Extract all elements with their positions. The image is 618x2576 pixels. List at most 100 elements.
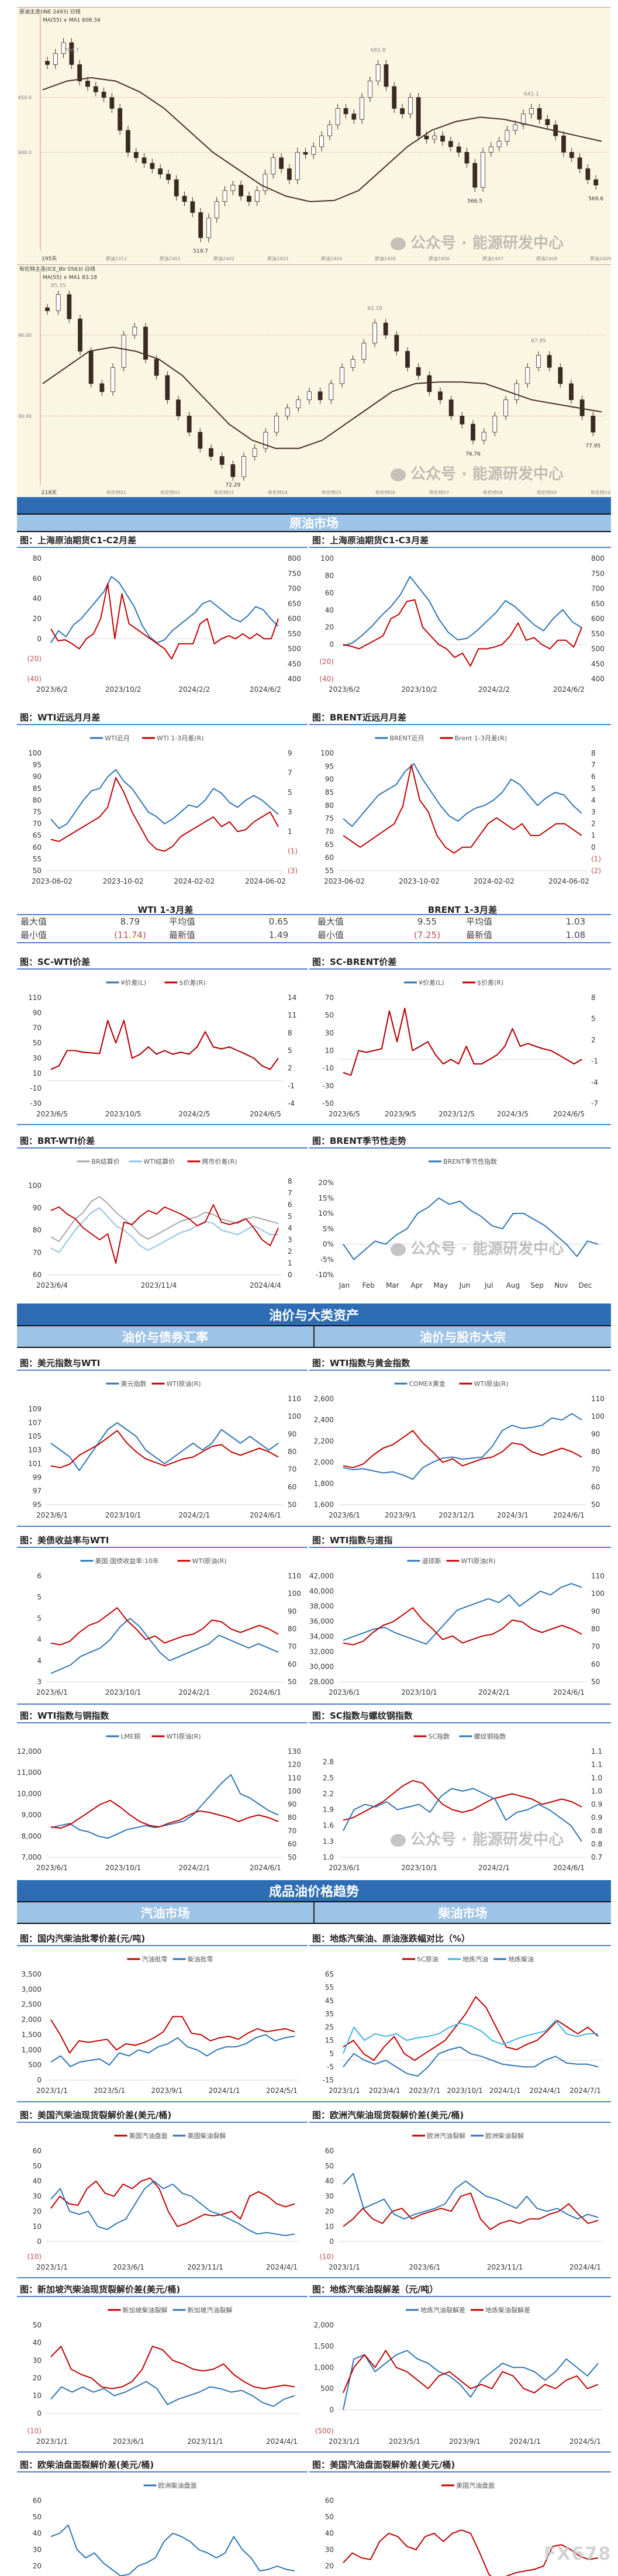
x-tick-label: 2024/2/2 (178, 685, 210, 694)
y-left-tick-label: 20 (325, 2562, 334, 2570)
y-right-tick-label: 8 (591, 749, 596, 757)
candle-up (319, 135, 324, 147)
contract-label: 原油2403 (267, 256, 288, 261)
chart-title: 图：美元指数与WTI (17, 1357, 308, 1371)
y-right-tick-label: 11 (288, 1011, 296, 1019)
x-tick-label: 2023/7/1 (409, 2087, 440, 2095)
chart-panel-us-crack: 图：美国汽柴油现货裂解价差(美元/桶) 60 50 40 30 20 10 0 (10) 2023… (17, 2109, 308, 2275)
y-left-tick-label: -30 (30, 1099, 42, 1108)
y-right-tick-label: 80 (288, 1448, 296, 1456)
y-left-tick-label: 11,000 (17, 1768, 42, 1777)
candle-down (165, 375, 170, 401)
y-left-tick-label: 65 (33, 832, 42, 840)
sc-candlestick-svg: 原油主连(INE 2493) 日线 MA(55) ∨ MA1 608.34 650.… (18, 8, 611, 262)
candle-down (561, 135, 566, 153)
y-left-tick-label: 60 (33, 1271, 42, 1279)
y-left-tick-label: 50 (33, 2321, 42, 2329)
y-left-tick-label: 70 (33, 820, 42, 828)
contract-label: 布伦特09 (537, 489, 557, 495)
y-left-tick-label: 50 (33, 2513, 42, 2521)
y-left-tick-label: 90 (33, 1203, 42, 1212)
x-tick-label: 2023/1/1 (329, 2437, 360, 2446)
x-tick-label: 2024/6/2 (553, 685, 585, 694)
contract-label: 原油2406 (429, 256, 450, 261)
contract-label: 布伦特08 (483, 489, 503, 495)
x-tick-label: 2023/6/1 (113, 2437, 144, 2446)
chart-eu-diesel-screen: 605040302010欧洲柴油盘面 (33, 2481, 295, 2576)
y-left-tick-label: 10 (33, 2392, 42, 2400)
y-left-tick-label: 40 (33, 595, 42, 603)
x-tick-label: 2024/1/1 (509, 2437, 541, 2446)
series-line (343, 1607, 582, 1646)
x-tick-label: 2024/6/1 (250, 1864, 281, 1872)
series-line (343, 2046, 599, 2077)
x-tick-label: 2023/10/1 (401, 1688, 437, 1696)
candle-down (464, 151, 469, 164)
y-left-tick-label: 103 (28, 1446, 42, 1454)
chart-title: 图：国内汽柴油批零价差(元/吨) (17, 1932, 308, 1946)
candle-up (263, 432, 268, 449)
x-tick-label: 2024/6/5 (250, 1110, 281, 1118)
candle-up (513, 125, 518, 131)
candle-down (182, 195, 187, 202)
series-line (343, 1008, 582, 1076)
y-left-tick-label: 10 (33, 2222, 42, 2230)
x-tick-label: 2024/2/1 (178, 1511, 210, 1519)
y-right-tick-label: 14 (288, 994, 296, 1002)
y-left-tick-label: 20 (33, 2562, 42, 2570)
y-right-tick-label: 50 (591, 1501, 600, 1509)
stats-label: 最大值 (20, 916, 47, 927)
x-tick-label: 2024-02-02 (474, 877, 515, 885)
candle-up (214, 201, 219, 219)
x-tick-label: 2023-06-02 (324, 877, 365, 885)
candle-down (279, 157, 284, 169)
chart-panel-usd-wti: 图：美元指数与WTI 109 107 105 103 101 99 97 95 110 100 90 8… (17, 1357, 308, 1523)
legend-label: WTI结算价 (144, 1157, 175, 1165)
legend-label: 地炼汽油裂解差 (420, 2306, 465, 2314)
y-left-tick-label: 5 (37, 1593, 42, 1601)
y-right-tick-label: 50 (288, 1853, 296, 1861)
chart-sg-crack: 50 40 30 20 10 0 (10) 2023/1/1 2023/6/1 2023/11/1… (27, 2306, 299, 2446)
contract-label: 布伦特02 (160, 489, 180, 495)
candle-up (514, 383, 519, 401)
y-right-tick-label: 70 (288, 1643, 296, 1651)
legend-label: 美国汽油盘面 (129, 2132, 168, 2140)
legend-label: SC指数 (429, 1732, 450, 1740)
series-line (343, 575, 582, 647)
y-left-tick-label: 6 (37, 1572, 42, 1580)
brent-candlestick-chart: 布伦特主连(ICE_BV 0563) 日线 MA(55) ∨ MA1 83.18 9… (17, 264, 611, 498)
y-right-tick-label: 70 (591, 1643, 600, 1651)
x-tick-label: 2023/1/1 (36, 2087, 68, 2095)
candle-up (132, 326, 137, 336)
candle-up (521, 113, 526, 125)
series-line (50, 1019, 279, 1070)
candle-up (121, 334, 126, 368)
x-tick-label: 2023-06-02 (32, 877, 72, 885)
candle-down (247, 195, 251, 202)
x-tick-label: 2023/10/5 (105, 1110, 141, 1118)
series-line (50, 2346, 295, 2389)
y-right-tick-label: 2 (591, 1036, 596, 1044)
y-right-tick-label: 4 (591, 796, 596, 804)
x-tick-label: 2023/6/1 (36, 1688, 68, 1696)
legend-label: ¥价差(L) (419, 978, 444, 987)
chart-panel-sc-rebar: 图：SC指数与螺纹钢指数 2.8 2.5 2.2 1.9 1.6 1.3 1.0 1.1 1.1 1… (309, 1709, 611, 1876)
chart-panel-wti-spread: 图：WTI近远月月差 100 95 90 85 80 75 70 65 60 55 50 9 7 5 3 1 (1… (17, 711, 308, 889)
series-line (50, 769, 279, 829)
chart-title: 图：美国汽柴油现货裂解价差(美元/桶) (17, 2109, 308, 2123)
y-left-tick-label: 20 (325, 2207, 334, 2215)
y-right-tick-label: 100 (591, 1589, 605, 1598)
price-annotation: 519.7 (193, 249, 208, 254)
chart-title: 图：BRENT近远月月差 (309, 711, 611, 725)
candle-down (472, 163, 478, 188)
y-right-tick-label: 0 (288, 1271, 292, 1279)
series-line (343, 1430, 582, 1468)
y-left-tick-label: 1,500 (22, 2030, 42, 2039)
y-left-tick-label: (40) (27, 675, 42, 683)
x-tick-label: 2024/3/5 (497, 1110, 529, 1118)
y-left-tick-label: 15% (318, 1194, 334, 1202)
chart-panel-us-gasoline-screen: 图：美国汽油盘面裂解价差(美元/桶)605040302010美国汽油盘面 (309, 2458, 611, 2576)
chart-sc-brent: 70 50 30 10 -10 -30 -50 8 5 2 -1 -4 -7 2023/6/5 2023/9… (322, 978, 598, 1118)
stats-label: 最新值 (466, 930, 493, 940)
candle-up (481, 432, 486, 441)
